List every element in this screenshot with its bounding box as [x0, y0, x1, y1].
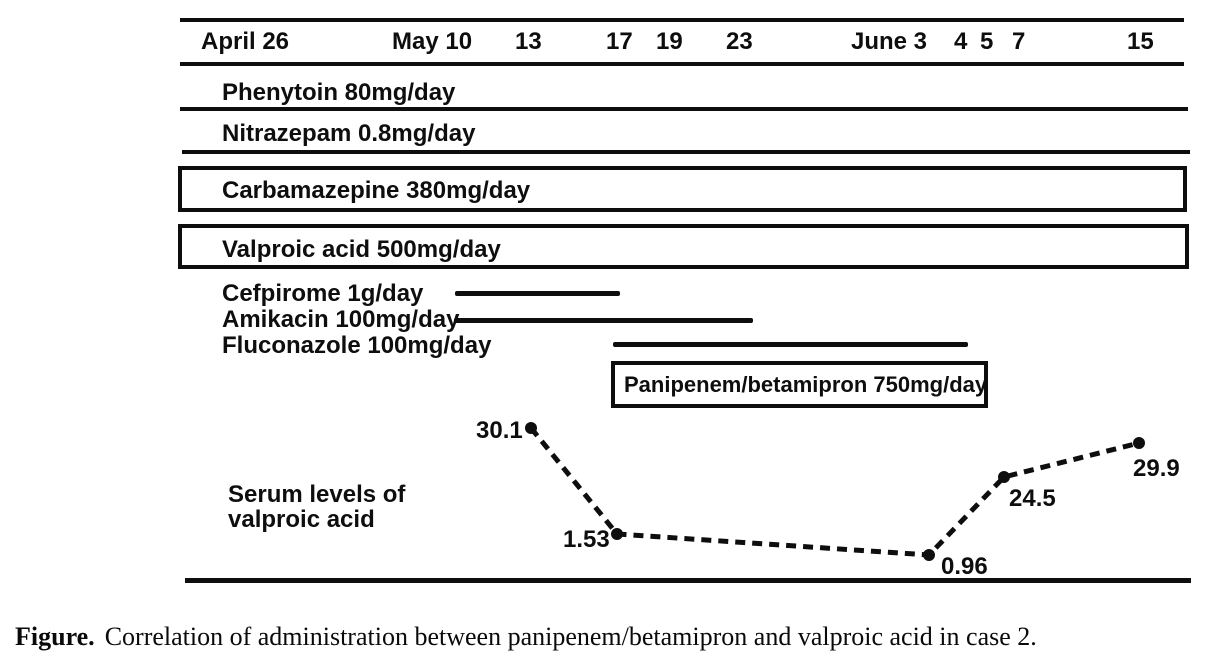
date-label-4: 4 [954, 28, 968, 55]
amikacin-label: Amikacin 100mg/day [222, 306, 460, 333]
date-label-15: 15 [1127, 28, 1154, 55]
timeline-bottom-rule [180, 62, 1184, 66]
value-label-0.96: 0.96 [941, 553, 988, 580]
cefpirome-label: Cefpirome 1g/day [222, 280, 424, 307]
nitrazepam-label: Nitrazepam 0.8mg/day [222, 120, 476, 147]
fluconazole-label: Fluconazole 100mg/day [222, 332, 492, 359]
serum-levels-label-line2: valproic acid [228, 506, 375, 534]
valproic-acid-box [178, 224, 1189, 269]
data-point-24.5 [998, 471, 1010, 483]
date-label-13: 13 [515, 28, 542, 55]
value-label-30.1: 30.1 [476, 417, 523, 444]
serum-levels-label: Serum levels of valproic acid [228, 481, 406, 534]
serum-levels-label-line1: Serum levels of [228, 481, 406, 508]
figure-caption: Figure. Correlation of administration bet… [15, 622, 1215, 652]
value-label-1.53: 1.53 [563, 526, 610, 553]
timeline-top-rule [180, 18, 1184, 22]
caption-text: Correlation of administration between pa… [104, 622, 1037, 651]
data-point-1.53 [611, 528, 623, 540]
value-label-24.5: 24.5 [1009, 485, 1056, 512]
date-label-19: 19 [656, 28, 683, 55]
panipenem-label: Panipenem/betamipron 750mg/day [624, 372, 988, 397]
phenytoin-rule [180, 107, 1188, 111]
date-label-17: 17 [606, 28, 633, 55]
baseline-rule [185, 578, 1191, 583]
data-point-30.1 [525, 422, 537, 434]
value-label-29.9: 29.9 [1133, 455, 1180, 482]
date-label-7: 7 [1012, 28, 1026, 55]
caption-label: Figure. [15, 622, 95, 651]
phenytoin-label: Phenytoin 80mg/day [222, 79, 456, 106]
fluconazole-bar [613, 342, 968, 347]
date-label-may10: May 10 [392, 28, 473, 55]
date-label-april26: April 26 [201, 28, 290, 55]
date-label-june3: June 3 [851, 28, 928, 55]
data-point-0.96 [923, 549, 935, 561]
amikacin-bar [454, 318, 753, 323]
valproic-acid-label: Valproic acid 500mg/day [222, 236, 501, 263]
nitrazepam-rule [182, 150, 1190, 154]
cefpirome-bar [455, 291, 620, 296]
carbamazepine-label: Carbamazepine 380mg/day [222, 177, 531, 204]
carbamazepine-box [178, 166, 1187, 212]
data-point-29.9 [1133, 437, 1145, 449]
date-label-23: 23 [726, 28, 753, 55]
date-label-5: 5 [980, 28, 994, 55]
panipenem-box [611, 361, 988, 408]
